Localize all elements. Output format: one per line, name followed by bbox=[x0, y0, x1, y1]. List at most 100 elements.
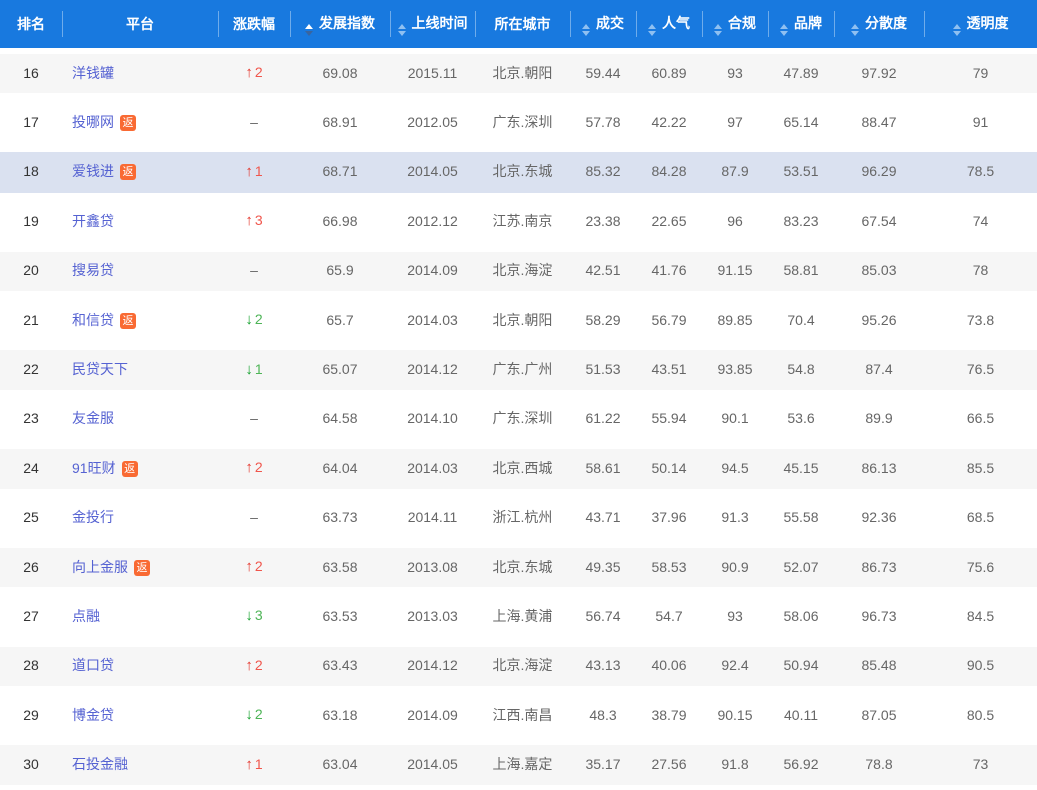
volume-cell: 35.17 bbox=[570, 739, 636, 789]
popularity-cell: 55.94 bbox=[636, 394, 702, 443]
volume-value: 56.74 bbox=[585, 607, 621, 624]
up-arrow-icon: ↑ bbox=[245, 212, 253, 230]
transparency-value: 78.5 bbox=[966, 163, 995, 180]
launch-time-value: 2014.09 bbox=[407, 262, 458, 279]
platform-link[interactable]: 搜易贷 bbox=[72, 262, 114, 279]
launch-time-cell: 2014.12 bbox=[390, 344, 475, 394]
dev-index-value: 63.04 bbox=[322, 756, 358, 773]
platform-link[interactable]: 91旺财 bbox=[72, 459, 116, 476]
dispersion-value: 86.13 bbox=[861, 459, 897, 476]
compliance-cell: 87.9 bbox=[702, 146, 768, 197]
platform-link[interactable]: 爱钱进 bbox=[72, 163, 114, 180]
compliance-value: 87.9 bbox=[721, 163, 749, 180]
platform-link[interactable]: 洋钱罐 bbox=[72, 64, 114, 81]
volume-value: 23.38 bbox=[585, 212, 621, 229]
column-label: 成交 bbox=[596, 14, 624, 31]
platform-cell: 石投金融 bbox=[62, 739, 218, 789]
platform-link[interactable]: 开鑫贷 bbox=[72, 212, 114, 229]
column-label: 所在城市 bbox=[494, 16, 551, 32]
volume-value: 58.61 bbox=[585, 459, 621, 476]
column-header-launch[interactable]: 上线时间 bbox=[390, 0, 475, 48]
return-benefit-badge: 返 bbox=[121, 460, 138, 477]
dev-index-cell: 65.9 bbox=[290, 245, 390, 295]
change-value: 3 bbox=[254, 212, 263, 229]
city-value: 北京.东城 bbox=[492, 558, 553, 575]
city-value: 上海.黄浦 bbox=[492, 607, 553, 624]
brand-cell: 45.15 bbox=[768, 443, 834, 493]
popularity-value: 38.79 bbox=[651, 706, 687, 723]
column-header-popularity[interactable]: 人气 bbox=[636, 0, 702, 48]
compliance-value: 94.5 bbox=[721, 459, 749, 476]
platform-link[interactable]: 友金服 bbox=[72, 410, 114, 427]
platform-link[interactable]: 和信贷 bbox=[72, 311, 114, 328]
column-header-compliance[interactable]: 合规 bbox=[702, 0, 768, 48]
rank-cell: 19 bbox=[0, 196, 62, 245]
table-row: 27 点融 ↓ 3 63.53 2013.03 上海.黄浦 56.74 54.7 93 58.06 9… bbox=[0, 591, 1037, 640]
launch-time-value: 2014.09 bbox=[407, 706, 458, 723]
column-header-transparency[interactable]: 透明度 bbox=[924, 0, 1037, 48]
launch-time-value: 2012.05 bbox=[407, 114, 458, 131]
platform-link[interactable]: 石投金融 bbox=[72, 756, 128, 773]
transparency-cell: 78 bbox=[924, 245, 1037, 295]
column-label: 透明度 bbox=[966, 14, 1009, 31]
dispersion-value: 96.73 bbox=[861, 607, 897, 624]
platform-link[interactable]: 民贷天下 bbox=[72, 361, 128, 378]
popularity-cell: 41.76 bbox=[636, 245, 702, 295]
dispersion-value: 97.92 bbox=[861, 64, 897, 81]
down-arrow-icon: ↓ bbox=[245, 607, 253, 625]
city-value: 江西.南昌 bbox=[492, 706, 553, 723]
dispersion-cell: 97.92 bbox=[834, 48, 924, 98]
volume-cell: 61.22 bbox=[570, 394, 636, 443]
platform-link[interactable]: 博金贷 bbox=[72, 706, 114, 723]
sort-arrows-icon bbox=[397, 23, 406, 36]
brand-cell: 47.89 bbox=[768, 48, 834, 98]
city-cell: 北京.海淀 bbox=[475, 245, 570, 295]
rank-value: 30 bbox=[23, 756, 39, 773]
compliance-value: 90.9 bbox=[721, 558, 749, 575]
popularity-value: 60.89 bbox=[651, 64, 687, 81]
compliance-cell: 91.8 bbox=[702, 739, 768, 789]
dispersion-value: 67.54 bbox=[861, 212, 897, 229]
rank-value: 20 bbox=[23, 262, 39, 279]
launch-time-value: 2014.12 bbox=[407, 361, 458, 378]
city-cell: 北京.西城 bbox=[475, 443, 570, 493]
volume-cell: 43.71 bbox=[570, 493, 636, 542]
city-value: 浙江.杭州 bbox=[492, 509, 553, 526]
table-row: 28 道口贷 ↑ 2 63.43 2014.12 北京.海淀 43.13 40.06 92.4 50… bbox=[0, 640, 1037, 691]
launch-time-cell: 2015.11 bbox=[390, 48, 475, 98]
platform-link[interactable]: 金投行 bbox=[72, 509, 114, 526]
rank-value: 27 bbox=[23, 607, 39, 624]
platform-cell: 和信贷返 bbox=[62, 295, 218, 344]
column-header-dev-index[interactable]: 发展指数 bbox=[290, 0, 390, 48]
transparency-value: 79 bbox=[972, 64, 989, 81]
dev-index-cell: 64.04 bbox=[290, 443, 390, 493]
platform-link[interactable]: 道口贷 bbox=[72, 657, 114, 674]
column-header-city: 所在城市 bbox=[475, 0, 570, 48]
dispersion-value: 86.73 bbox=[861, 558, 897, 575]
volume-value: 58.29 bbox=[585, 311, 621, 328]
brand-value: 83.23 bbox=[783, 212, 819, 229]
rank-value: 21 bbox=[23, 311, 39, 328]
transparency-value: 66.5 bbox=[966, 410, 995, 427]
change-cell: ↓ 1 bbox=[218, 344, 290, 394]
launch-time-cell: 2014.12 bbox=[390, 640, 475, 691]
brand-cell: 52.07 bbox=[768, 541, 834, 592]
sort-arrows-icon bbox=[851, 23, 859, 36]
volume-cell: 58.61 bbox=[570, 443, 636, 493]
dispersion-value: 78.8 bbox=[865, 756, 893, 773]
platform-link[interactable]: 向上金服 bbox=[72, 558, 128, 575]
column-header-brand[interactable]: 品牌 bbox=[768, 0, 834, 48]
brand-value: 55.58 bbox=[783, 509, 819, 526]
volume-value: 61.22 bbox=[585, 410, 621, 427]
column-header-volume[interactable]: 成交 bbox=[570, 0, 636, 48]
city-value: 江苏.南京 bbox=[492, 212, 553, 229]
change-value: 1 bbox=[254, 162, 263, 179]
brand-cell: 54.8 bbox=[768, 344, 834, 394]
dev-index-cell: 68.91 bbox=[290, 97, 390, 146]
column-header-change: 涨跌幅 bbox=[218, 0, 290, 48]
platform-link[interactable]: 投哪网 bbox=[72, 114, 114, 131]
platform-link[interactable]: 点融 bbox=[72, 607, 100, 624]
column-header-dispersion[interactable]: 分散度 bbox=[834, 0, 924, 48]
city-value: 北京.海淀 bbox=[492, 262, 553, 279]
transparency-cell: 84.5 bbox=[924, 591, 1037, 640]
